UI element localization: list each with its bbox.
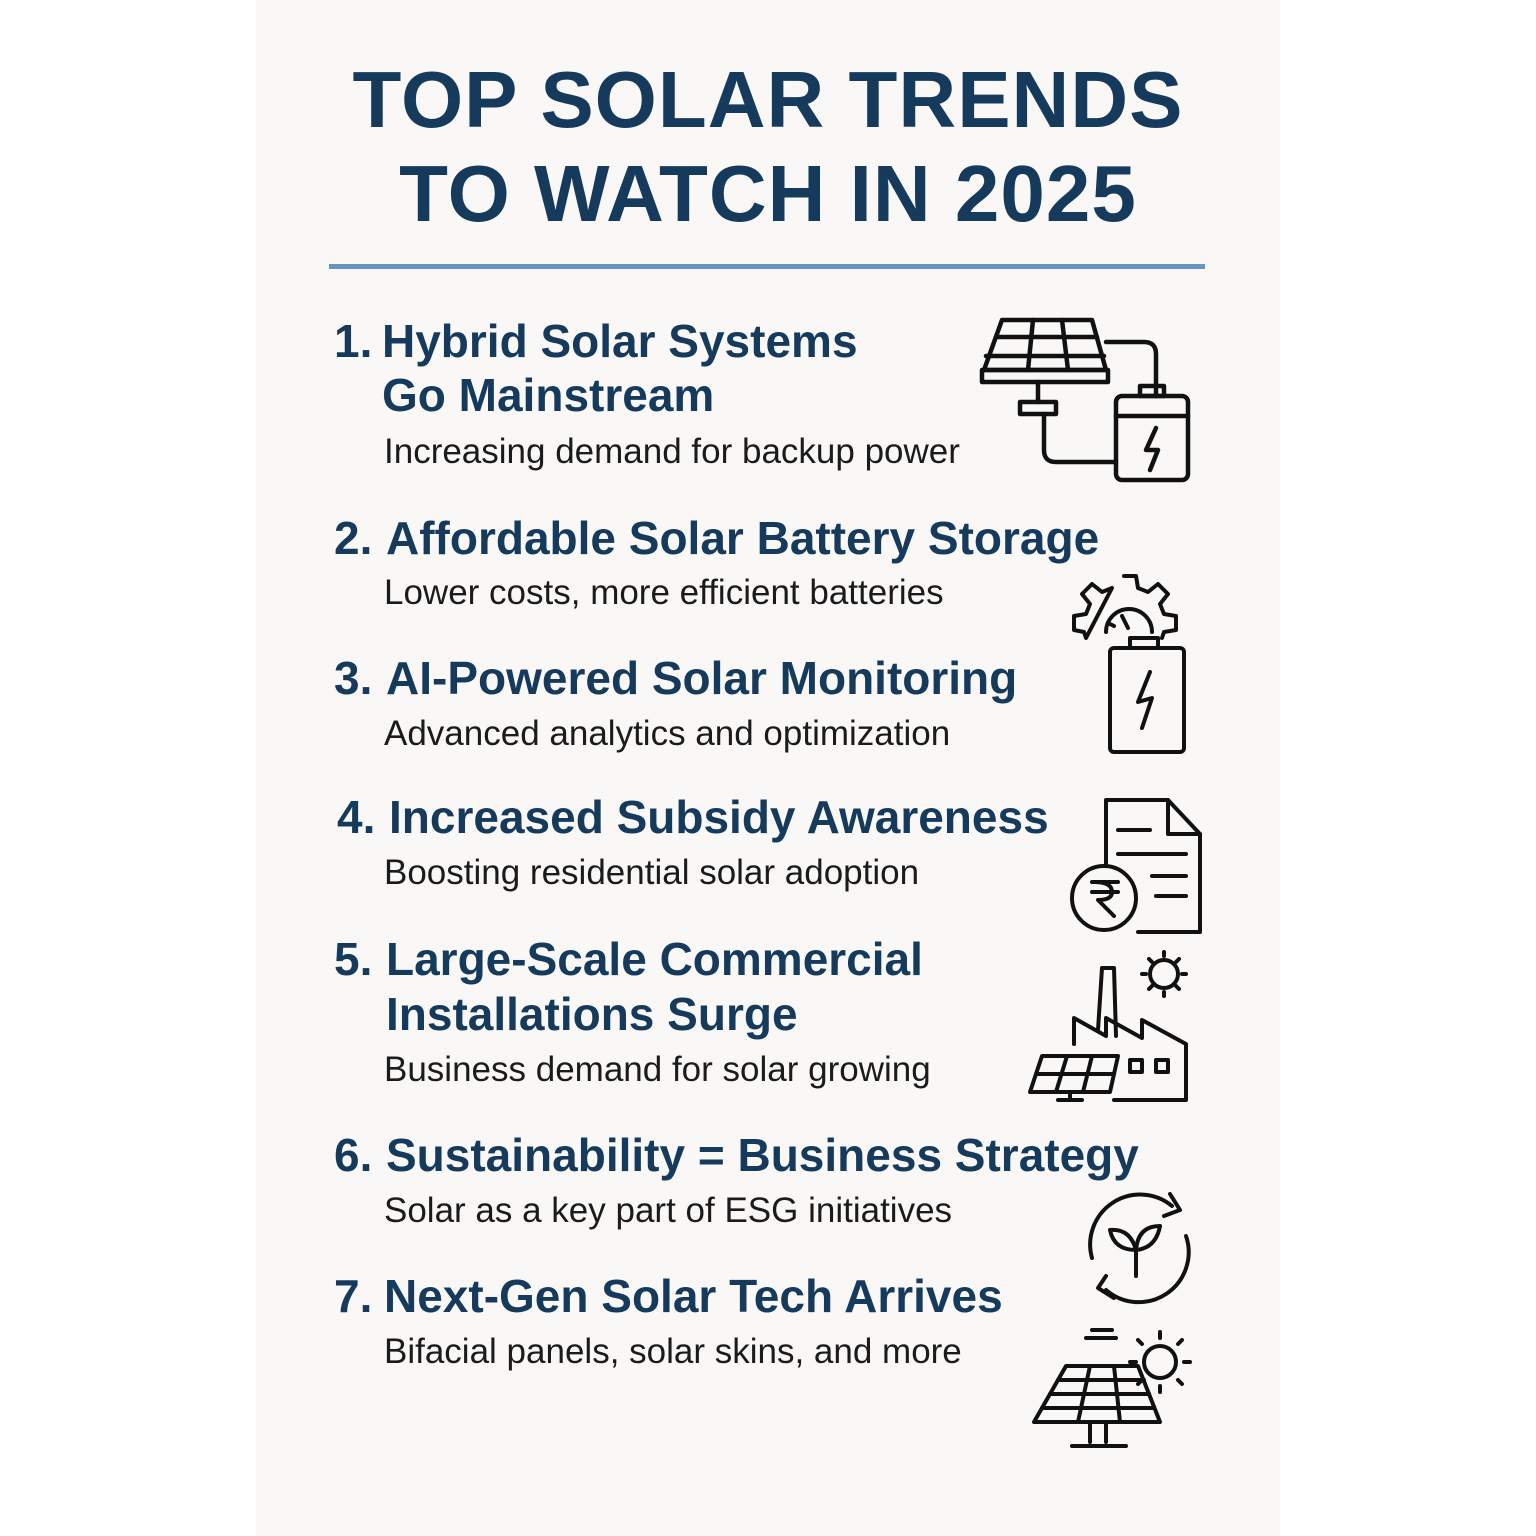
trend-7-description: Bifacial panels, solar skins, and more	[384, 1332, 962, 1371]
trend-3-number: 3.	[334, 652, 373, 704]
trend-2-number: 2.	[334, 512, 373, 564]
trend-7-heading: 7. Next-Gen Solar Tech Arrives	[334, 1269, 1003, 1323]
trend-3-heading: 3. AI-Powered Solar Monitoring	[334, 651, 1017, 705]
title-line-2: TO WATCH IN 2025	[399, 149, 1137, 238]
recycle-leaf-icon	[1080, 1188, 1196, 1306]
solar-panel-battery-icon	[978, 312, 1194, 484]
trend-4-description: Boosting residential solar adoption	[384, 853, 920, 892]
title-divider	[329, 264, 1205, 269]
factory-solar-icon	[1026, 948, 1198, 1104]
trend-2-description: Lower costs, more efficient batteries	[384, 573, 944, 612]
trend-3-description: Advanced analytics and optimization	[384, 714, 951, 753]
trend-2-heading: 2. Affordable Solar Battery Storage	[334, 511, 1099, 565]
trend-5-heading: 5. Large-Scale Commercial	[334, 932, 923, 986]
trend-4-heading-text: Increased Subsidy Awareness	[389, 791, 1049, 843]
trend-1-heading-line-1: Hybrid Solar Systems	[382, 315, 858, 367]
solar-panel-sun-icon	[1028, 1324, 1200, 1456]
trend-4-number: 4.	[337, 791, 376, 843]
gear-battery-icon	[1072, 572, 1188, 758]
trend-5-number: 5.	[334, 933, 373, 985]
poster-background	[256, 0, 1280, 1536]
trend-1-number: 1.	[334, 315, 373, 367]
rupee-document-icon	[1068, 794, 1206, 936]
trend-7-number: 7.	[334, 1270, 373, 1322]
trend-6-description: Solar as a key part of ESG initiatives	[384, 1191, 953, 1230]
title-line-1: TOP SOLAR TRENDS	[352, 55, 1184, 144]
trend-1-description: Increasing demand for backup power	[384, 432, 960, 471]
trend-5-heading-line-1: Large-Scale Commercial	[386, 933, 923, 985]
trend-5-heading-line-2: Installations Surge	[386, 988, 798, 1040]
trend-1-heading-line-2: Go Mainstream	[382, 369, 715, 421]
trend-6-heading: 6. Sustainability = Business Strategy	[334, 1128, 1139, 1182]
trend-5-description: Business demand for solar growing	[384, 1050, 931, 1089]
trend-7-heading-text: Next-Gen Solar Tech Arrives	[384, 1270, 1003, 1322]
trend-6-number: 6.	[334, 1129, 373, 1181]
trend-6-heading-text: Sustainability = Business Strategy	[386, 1129, 1139, 1181]
trend-1-heading: 1. Hybrid Solar Systems	[334, 314, 858, 368]
trend-4-heading: 4. Increased Subsidy Awareness	[337, 790, 1049, 844]
trend-2-heading-text: Affordable Solar Battery Storage	[386, 512, 1100, 564]
trend-3-heading-text: AI-Powered Solar Monitoring	[386, 652, 1018, 704]
